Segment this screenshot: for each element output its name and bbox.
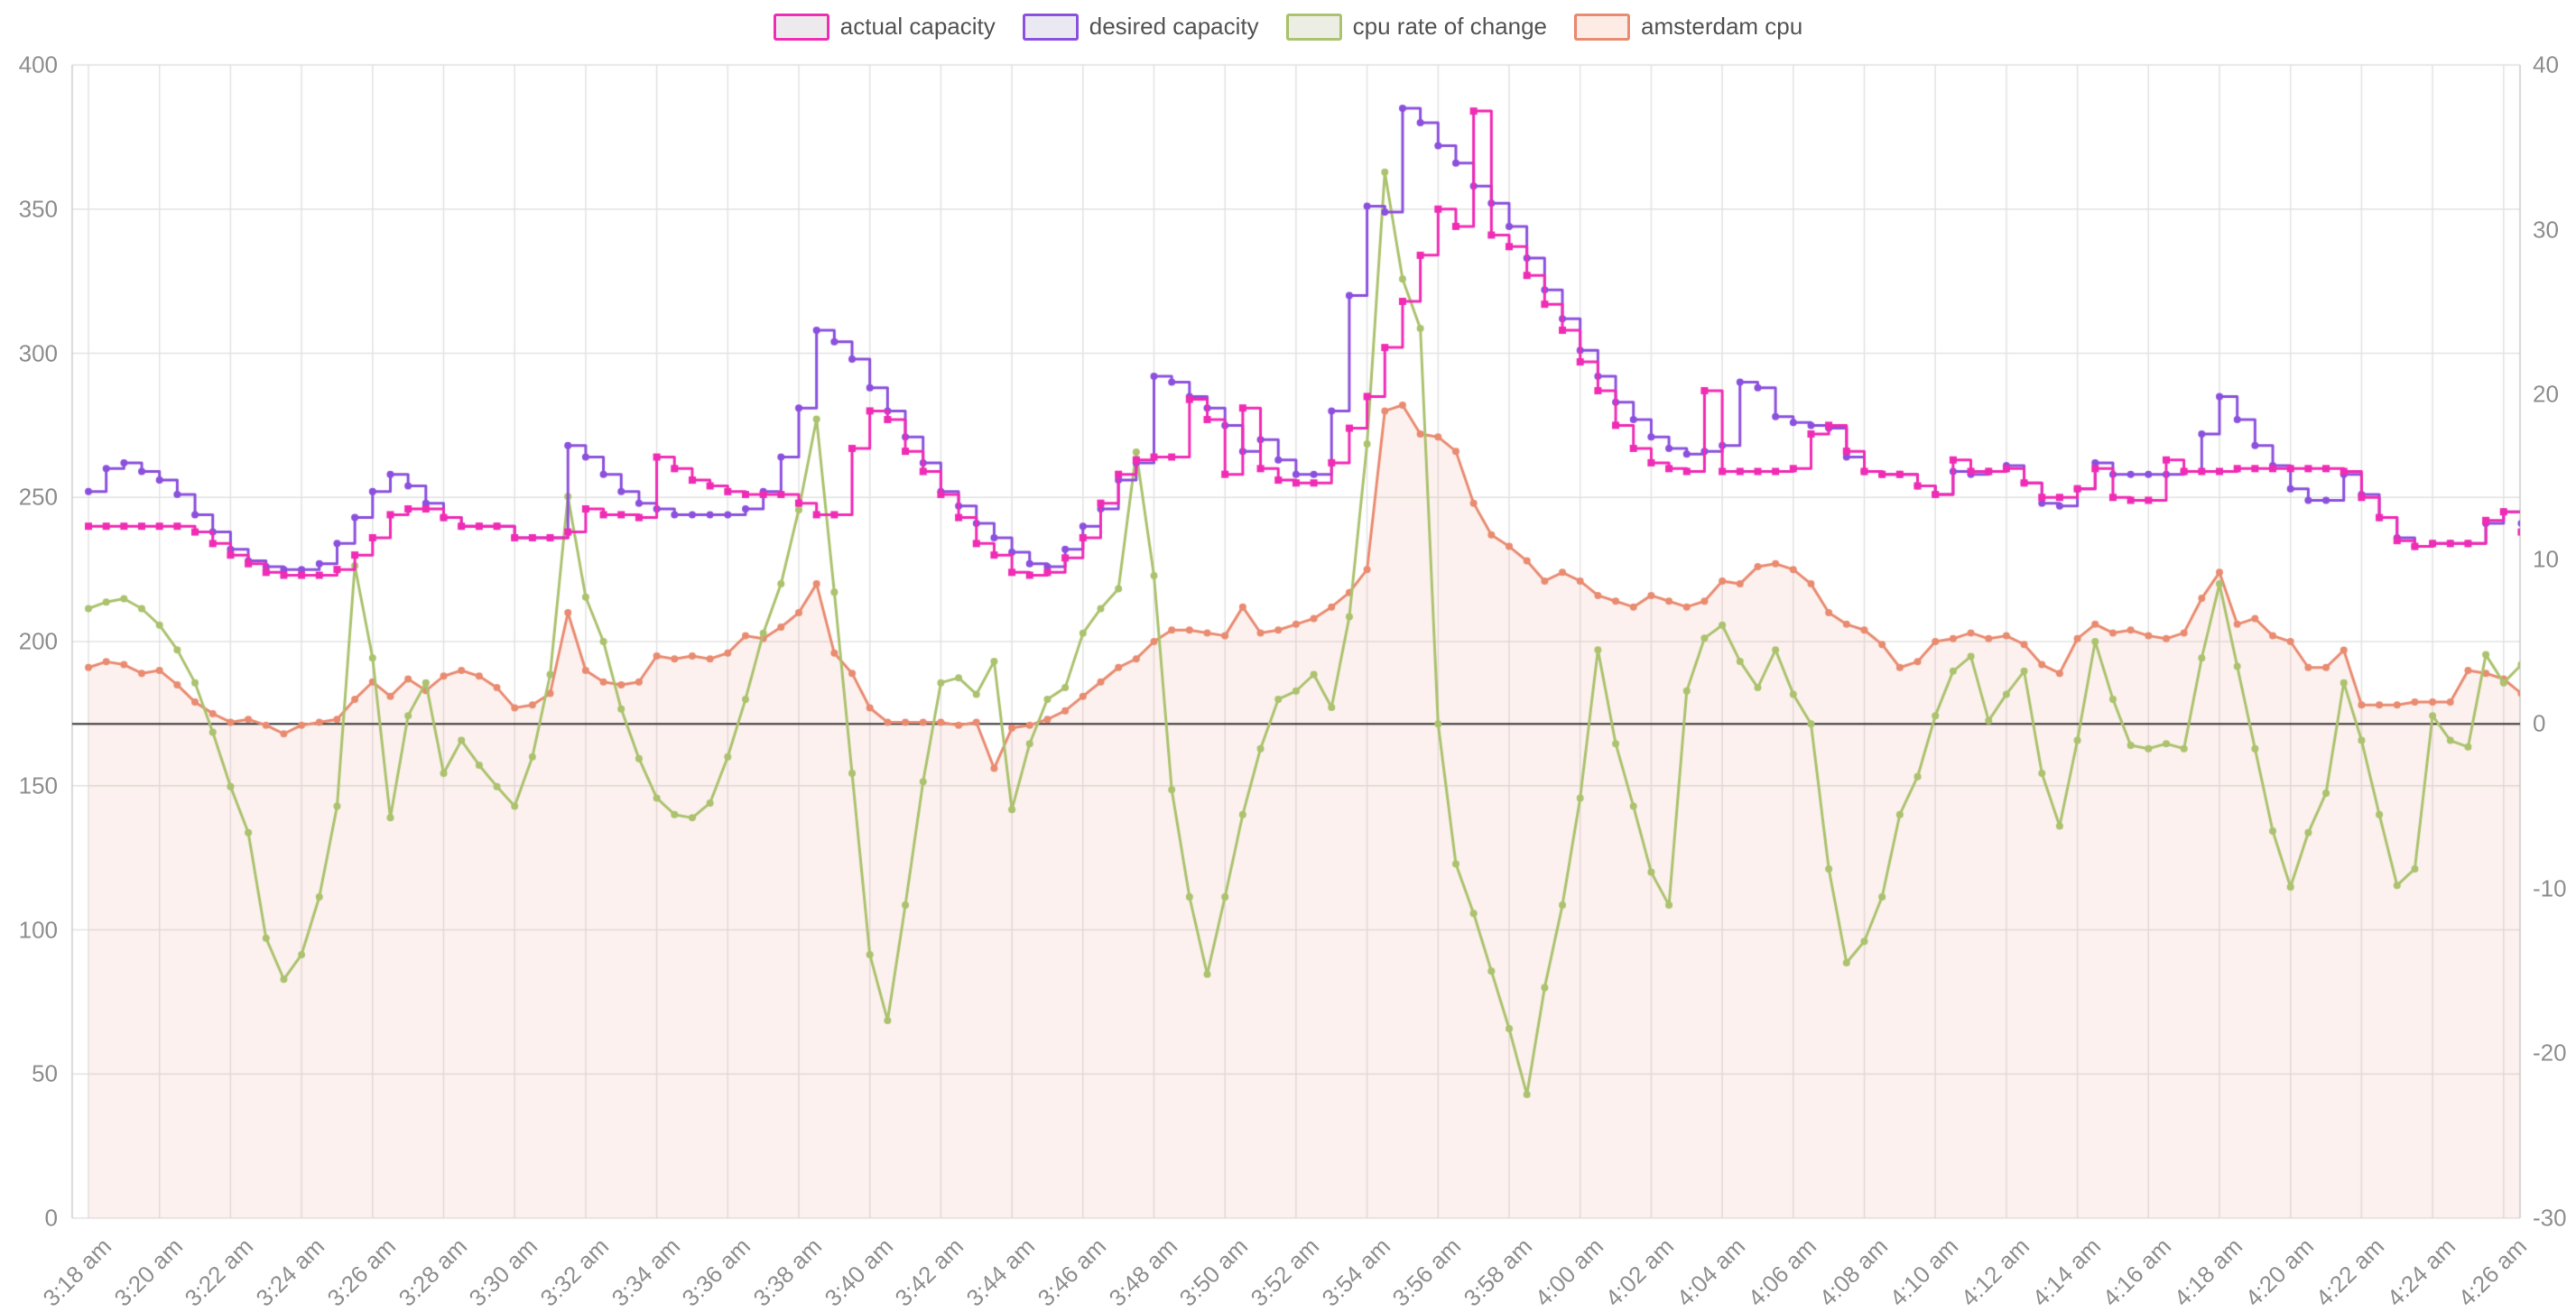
y-right-tick-label: 30 bbox=[2533, 216, 2559, 244]
y-right-tick-label: -20 bbox=[2533, 1039, 2567, 1067]
y-left-tick-label: 300 bbox=[18, 339, 58, 366]
legend-label: cpu rate of change bbox=[1352, 13, 1548, 40]
y-left-tick-label: 0 bbox=[44, 1204, 58, 1232]
legend-swatch-icon bbox=[1574, 13, 1631, 41]
y-left-tick-label: 100 bbox=[18, 916, 58, 943]
legend: actual capacity desired capacity cpu rate … bbox=[0, 13, 2576, 41]
legend-swatch-icon bbox=[773, 13, 829, 41]
legend-label: desired capacity bbox=[1089, 13, 1259, 40]
y-right-tick-label: -10 bbox=[2533, 874, 2567, 902]
y-left-tick-label: 400 bbox=[18, 51, 58, 79]
y-right-tick-label: -30 bbox=[2533, 1204, 2567, 1232]
legend-item-cpu-rate-of-change[interactable]: cpu rate of change bbox=[1285, 13, 1548, 41]
y-left-tick-label: 200 bbox=[18, 627, 58, 655]
legend-label: actual capacity bbox=[839, 13, 996, 40]
legend-swatch-icon bbox=[1022, 13, 1079, 41]
legend-item-actual-capacity[interactable]: actual capacity bbox=[773, 13, 996, 41]
y-right-tick-label: 40 bbox=[2533, 51, 2559, 79]
legend-item-desired-capacity[interactable]: desired capacity bbox=[1022, 13, 1259, 41]
y-left-tick-label: 50 bbox=[32, 1059, 58, 1087]
y-left-tick-label: 150 bbox=[18, 771, 58, 799]
legend-label: amsterdam cpu bbox=[1641, 13, 1803, 40]
y-left-tick-label: 350 bbox=[18, 195, 58, 223]
y-right-tick-label: 0 bbox=[2533, 709, 2546, 737]
legend-swatch-icon bbox=[1285, 13, 1342, 41]
legend-item-amsterdam-cpu[interactable]: amsterdam cpu bbox=[1574, 13, 1802, 41]
y-right-tick-label: 10 bbox=[2533, 545, 2559, 573]
y-left-tick-label: 250 bbox=[18, 483, 58, 511]
y-right-tick-label: 20 bbox=[2533, 380, 2559, 408]
